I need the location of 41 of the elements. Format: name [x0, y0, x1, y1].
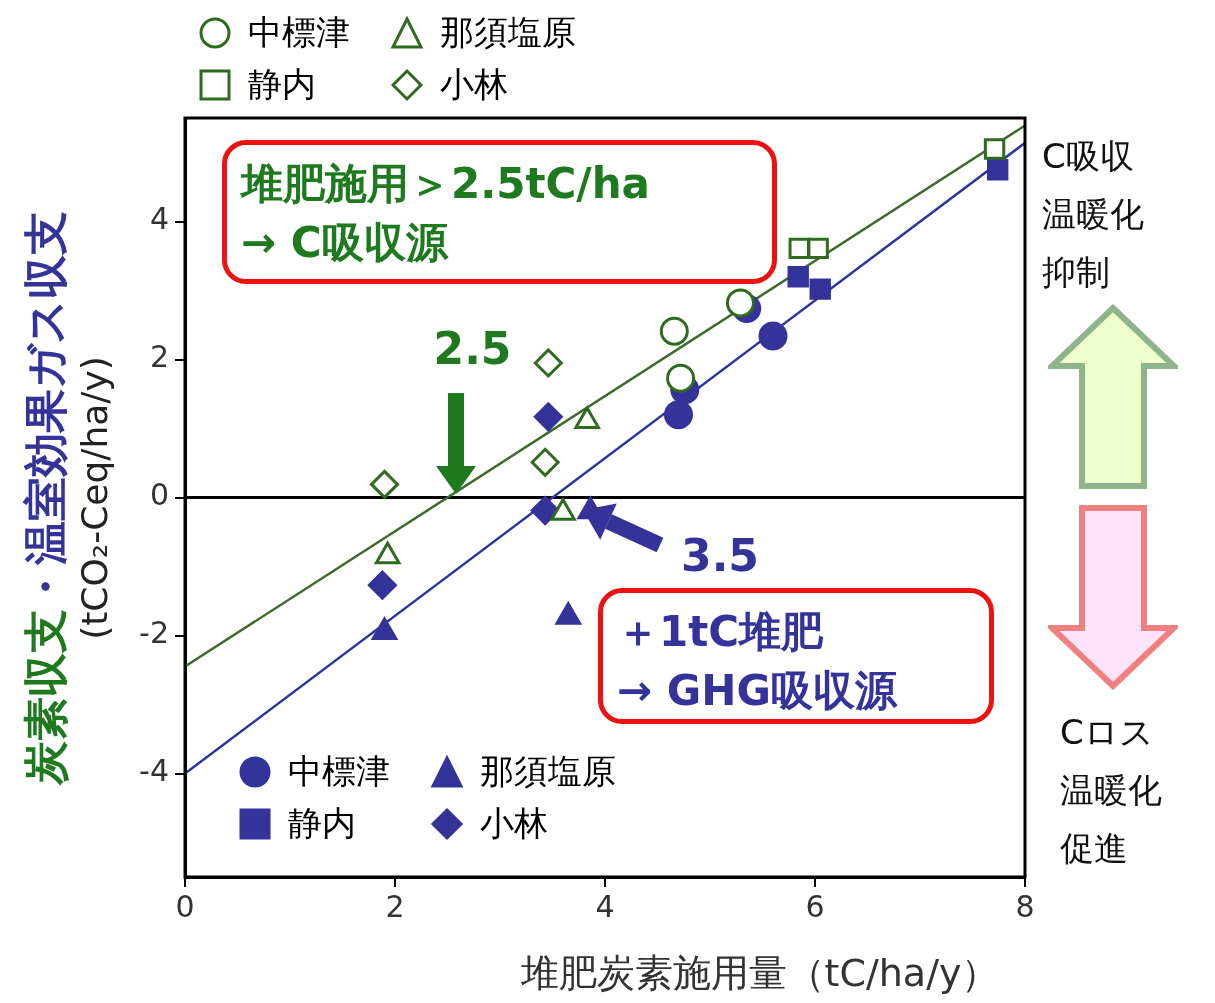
text: 温暖化	[1042, 193, 1144, 236]
point	[367, 570, 397, 600]
point	[787, 266, 809, 288]
legend-label: 静内	[288, 802, 356, 845]
x-tick-label: 0	[175, 888, 195, 924]
point	[664, 400, 693, 430]
text: 抑制	[1042, 251, 1110, 294]
point	[725, 288, 755, 318]
annotation: 3.5	[681, 529, 759, 581]
x-axis-title: 堆肥炭素施用量（tC/ha/y）	[520, 949, 1000, 997]
point	[758, 321, 788, 351]
y-tick-label: 2	[149, 339, 169, 375]
point	[533, 402, 563, 432]
annotation: ＋1tC堆肥 → GHG吸収源	[617, 606, 899, 717]
point	[666, 363, 696, 393]
legend-label: 小林	[440, 63, 508, 106]
x-tick-label: 8	[1015, 888, 1035, 924]
y-tick-label: -4	[139, 753, 169, 789]
x-tick-label: 2	[385, 888, 405, 924]
point	[530, 496, 560, 526]
point	[809, 278, 831, 300]
legend-label: 中標津	[288, 750, 390, 793]
point	[987, 159, 1009, 181]
legend-label: 那須塩原	[440, 11, 576, 54]
legend-label: 小林	[480, 802, 548, 845]
annotation: 2.5	[433, 322, 512, 373]
text: C吸収	[1042, 135, 1134, 178]
text: Cロス	[1060, 711, 1154, 754]
legend-label: 中標津	[248, 11, 350, 54]
y-tick-label: 0	[149, 477, 169, 513]
legend-label: 那須塩原	[480, 750, 616, 793]
y-tick-label: -2	[139, 615, 169, 651]
point	[807, 237, 829, 260]
text: 温暖化	[1060, 769, 1162, 812]
point	[983, 138, 1006, 160]
text: 促進	[1060, 827, 1128, 870]
legend-label: 静内	[248, 63, 316, 106]
x-tick-label: 6	[805, 888, 825, 924]
x-tick-label: 4	[595, 888, 615, 924]
annotation: 堆肥施用＞2.5tC/ha → C吸収源	[241, 158, 651, 269]
y-tick-label: 4	[149, 201, 169, 237]
